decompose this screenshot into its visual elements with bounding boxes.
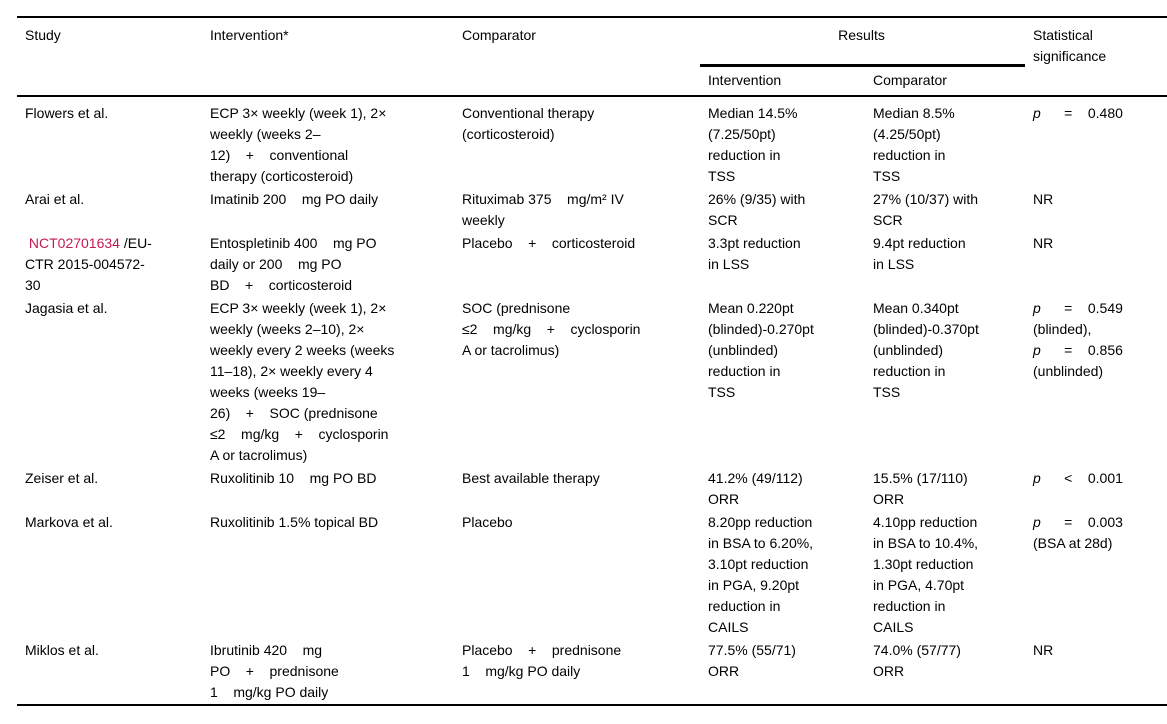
table-row-miklos: Miklos et al. Ibrutinib 420 mg PO + pred… xyxy=(17,639,1167,705)
study-cell: Flowers et al. xyxy=(25,105,109,121)
study-cell: Zeiser et al. xyxy=(25,470,99,486)
intervention-cell: Ruxolitinib 1.5% topical BD xyxy=(210,514,379,530)
intervention-cell: ECP 3× weekly (week 1), 2× weekly (weeks… xyxy=(210,300,395,463)
intervention-cell: Ibrutinib 420 mg PO + prednisone 1 mg/kg… xyxy=(210,642,339,700)
table-row-jagasia: Jagasia et al. ECP 3× weekly (week 1), 2… xyxy=(17,297,1167,467)
study-cell: NCT02701634 /EU- CTR 2015-004572- 30 xyxy=(17,232,202,297)
study-cell: Markova et al. xyxy=(25,514,113,530)
comparator-cell: Placebo + prednisone 1 mg/kg PO daily xyxy=(462,642,622,679)
nct-trial-link[interactable]: NCT02701634 xyxy=(25,235,120,251)
table-row-arai: Arai et al. Imatinib 200 mg PO daily Rit… xyxy=(17,188,1167,232)
result-intervention-cell: 26% (9/35) with SCR xyxy=(708,191,806,228)
comparator-cell: Placebo xyxy=(462,514,513,530)
result-comparator-cell: 74.0% (57/77) ORR xyxy=(873,642,961,679)
result-comparator-cell: Median 8.5% (4.25/50pt) reduction in TSS xyxy=(873,105,955,184)
intervention-cell: Ruxolitinib 10 mg PO BD xyxy=(210,470,377,486)
comparator-cell: Placebo + corticosteroid xyxy=(462,235,636,251)
significance-cell: NR xyxy=(1033,235,1054,251)
clinical-trials-table: Study Intervention* Comparator Results S… xyxy=(17,16,1167,706)
comparator-cell: SOC (prednisone ≤2 mg/kg + cyclosporin A… xyxy=(462,300,641,358)
comparator-cell: Conventional therapy (corticosteroid) xyxy=(462,105,595,142)
header-row: Study Intervention* Comparator Results S… xyxy=(17,17,1167,67)
results-subheader-row: Intervention Comparator xyxy=(17,65,1167,96)
comparator-cell: Rituximab 375 mg/m² IV weekly xyxy=(462,191,624,228)
result-intervention-cell: Median 14.5% (7.25/50pt) reduction in TS… xyxy=(708,105,798,184)
significance-cell: NR xyxy=(1033,191,1054,207)
study-text: /EU- CTR 2015-004572- 30 xyxy=(25,235,152,293)
significance-cell: p < 0.001 xyxy=(1033,470,1123,486)
study-cell: Miklos et al. xyxy=(25,642,99,658)
result-comparator-cell: 15.5% (17/110) ORR xyxy=(873,470,968,507)
result-intervention-cell: 41.2% (49/112) ORR xyxy=(708,470,803,507)
column-header-statistical-significance: Statistical significance xyxy=(1033,27,1107,64)
column-header-results-comparator: Comparator xyxy=(873,72,947,88)
column-header-intervention: Intervention* xyxy=(210,27,289,43)
intervention-cell: Entospletinib 400 mg PO daily or 200 mg … xyxy=(210,235,377,293)
result-intervention-cell: 3.3pt reduction in LSS xyxy=(708,235,801,272)
comparator-cell: Best available therapy xyxy=(462,470,600,486)
column-header-results-intervention: Intervention xyxy=(708,72,782,88)
table-row-nct-trial: NCT02701634 /EU- CTR 2015-004572- 30 Ent… xyxy=(17,232,1167,297)
study-cell: Jagasia et al. xyxy=(25,300,108,316)
intervention-cell: ECP 3× weekly (week 1), 2× weekly (weeks… xyxy=(210,105,387,184)
column-header-results: Results xyxy=(700,17,1025,67)
result-intervention-cell: 77.5% (55/71) ORR xyxy=(708,642,796,679)
result-comparator-cell: 4.10pp reduction in BSA to 10.4%, 1.30pt… xyxy=(873,514,979,635)
table-header: Study Intervention* Comparator Results S… xyxy=(17,17,1167,96)
result-comparator-cell: 27% (10/37) with SCR xyxy=(873,191,979,228)
study-cell: Arai et al. xyxy=(25,191,85,207)
result-comparator-cell: Mean 0.340pt (blinded)-0.370pt (unblinde… xyxy=(873,300,979,400)
table-row-zeiser: Zeiser et al. Ruxolitinib 10 mg PO BD Be… xyxy=(17,467,1167,511)
result-intervention-cell: 8.20pp reduction in BSA to 6.20%, 3.10pt… xyxy=(708,514,814,635)
result-intervention-cell: Mean 0.220pt (blinded)-0.270pt (unblinde… xyxy=(708,300,814,400)
table-row-flowers: Flowers et al. ECP 3× weekly (week 1), 2… xyxy=(17,96,1167,188)
table-body: Flowers et al. ECP 3× weekly (week 1), 2… xyxy=(17,96,1167,705)
significance-cell: p = 0.549 (blinded), p = 0.856 (unblinde… xyxy=(1033,300,1123,379)
significance-cell: p = 0.480 xyxy=(1033,105,1123,121)
result-comparator-cell: 9.4pt reduction in LSS xyxy=(873,235,966,272)
column-header-comparator: Comparator xyxy=(462,27,536,43)
significance-cell: NR xyxy=(1033,642,1054,658)
table-row-markova: Markova et al. Ruxolitinib 1.5% topical … xyxy=(17,511,1167,639)
significance-cell: p = 0.003 (BSA at 28d) xyxy=(1033,514,1123,551)
column-header-study: Study xyxy=(25,27,61,43)
intervention-cell: Imatinib 200 mg PO daily xyxy=(210,191,379,207)
